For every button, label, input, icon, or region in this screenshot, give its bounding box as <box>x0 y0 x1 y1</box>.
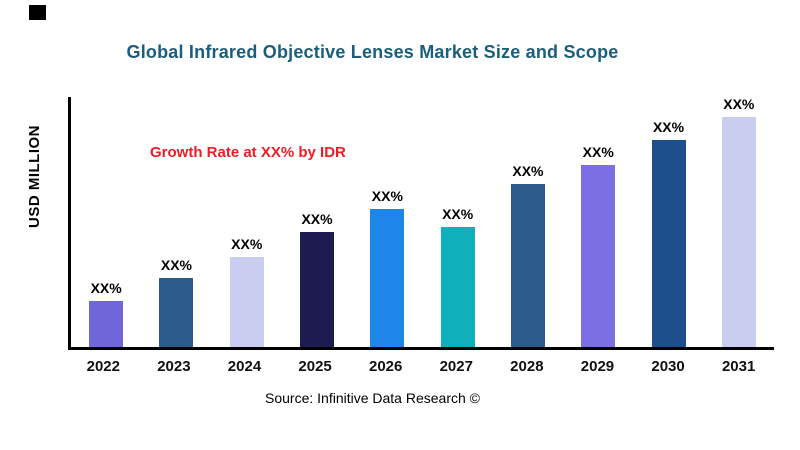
bar-2027 <box>440 227 475 347</box>
bar-value-label: XX% <box>231 236 263 252</box>
x-axis-ticks: 2022 2023 2024 2025 2026 2027 2028 2029 2030 2031 <box>68 358 774 375</box>
growth-rate-annotation: Growth Rate at XX% by IDR <box>150 144 346 161</box>
bar-value-label: XX% <box>301 211 333 227</box>
bar-2024 <box>229 257 264 347</box>
bar-value-label: XX% <box>160 257 192 273</box>
bar-column-2024: XX% <box>212 236 282 347</box>
source-text: Source: Infinitive Data Research © <box>265 390 480 406</box>
bar-value-label: XX% <box>582 144 614 160</box>
plot-area: XX% XX% XX% XX% XX% XX% XX% XX% XX% XX% <box>68 96 774 350</box>
x-tick-2029: 2029 <box>580 358 615 375</box>
bar-column-2028: XX% <box>493 163 563 347</box>
bar-value-label: XX% <box>371 188 403 204</box>
corner-mark <box>29 5 46 20</box>
y-axis-label: USD MILLION <box>26 125 43 228</box>
bar-2031 <box>721 117 756 347</box>
bar-value-label: XX% <box>442 206 474 222</box>
x-tick-2027: 2027 <box>439 358 473 375</box>
bar-value-label: XX% <box>652 119 685 135</box>
bar-value-label: XX% <box>723 96 755 112</box>
bar-2028 <box>510 184 545 347</box>
x-tick-2028: 2028 <box>510 358 544 375</box>
x-tick-2030: 2030 <box>651 358 685 375</box>
bar-column-2026: XX% <box>352 188 422 347</box>
bar-2022 <box>89 301 124 347</box>
bar-2026 <box>370 209 405 347</box>
bar-2025 <box>300 232 335 347</box>
bar-column-2023: XX% <box>141 257 211 347</box>
x-tick-2026: 2026 <box>368 358 403 375</box>
chart-title: Global Infrared Objective Lenses Market … <box>126 42 619 62</box>
bar-column-2025: XX% <box>282 211 352 347</box>
bar-column-2027: XX% <box>422 206 492 347</box>
x-tick-2025: 2025 <box>298 358 332 375</box>
x-tick-2022: 2022 <box>86 358 120 375</box>
bar-2023 <box>159 278 194 347</box>
bar-column-2029: XX% <box>563 144 633 347</box>
bar-2029 <box>581 165 616 347</box>
bar-value-label: XX% <box>90 280 122 296</box>
bar-column-2030: XX% <box>633 119 703 347</box>
bar-2030 <box>651 140 686 347</box>
bar-value-label: XX% <box>512 163 544 179</box>
bars-container: XX% XX% XX% XX% XX% XX% XX% XX% XX% XX% <box>71 96 774 347</box>
x-tick-2023: 2023 <box>157 358 191 375</box>
bar-column-2031: XX% <box>704 96 774 347</box>
x-tick-2024: 2024 <box>227 358 262 375</box>
x-tick-2031: 2031 <box>721 358 756 375</box>
bar-column-2022: XX% <box>71 280 141 347</box>
